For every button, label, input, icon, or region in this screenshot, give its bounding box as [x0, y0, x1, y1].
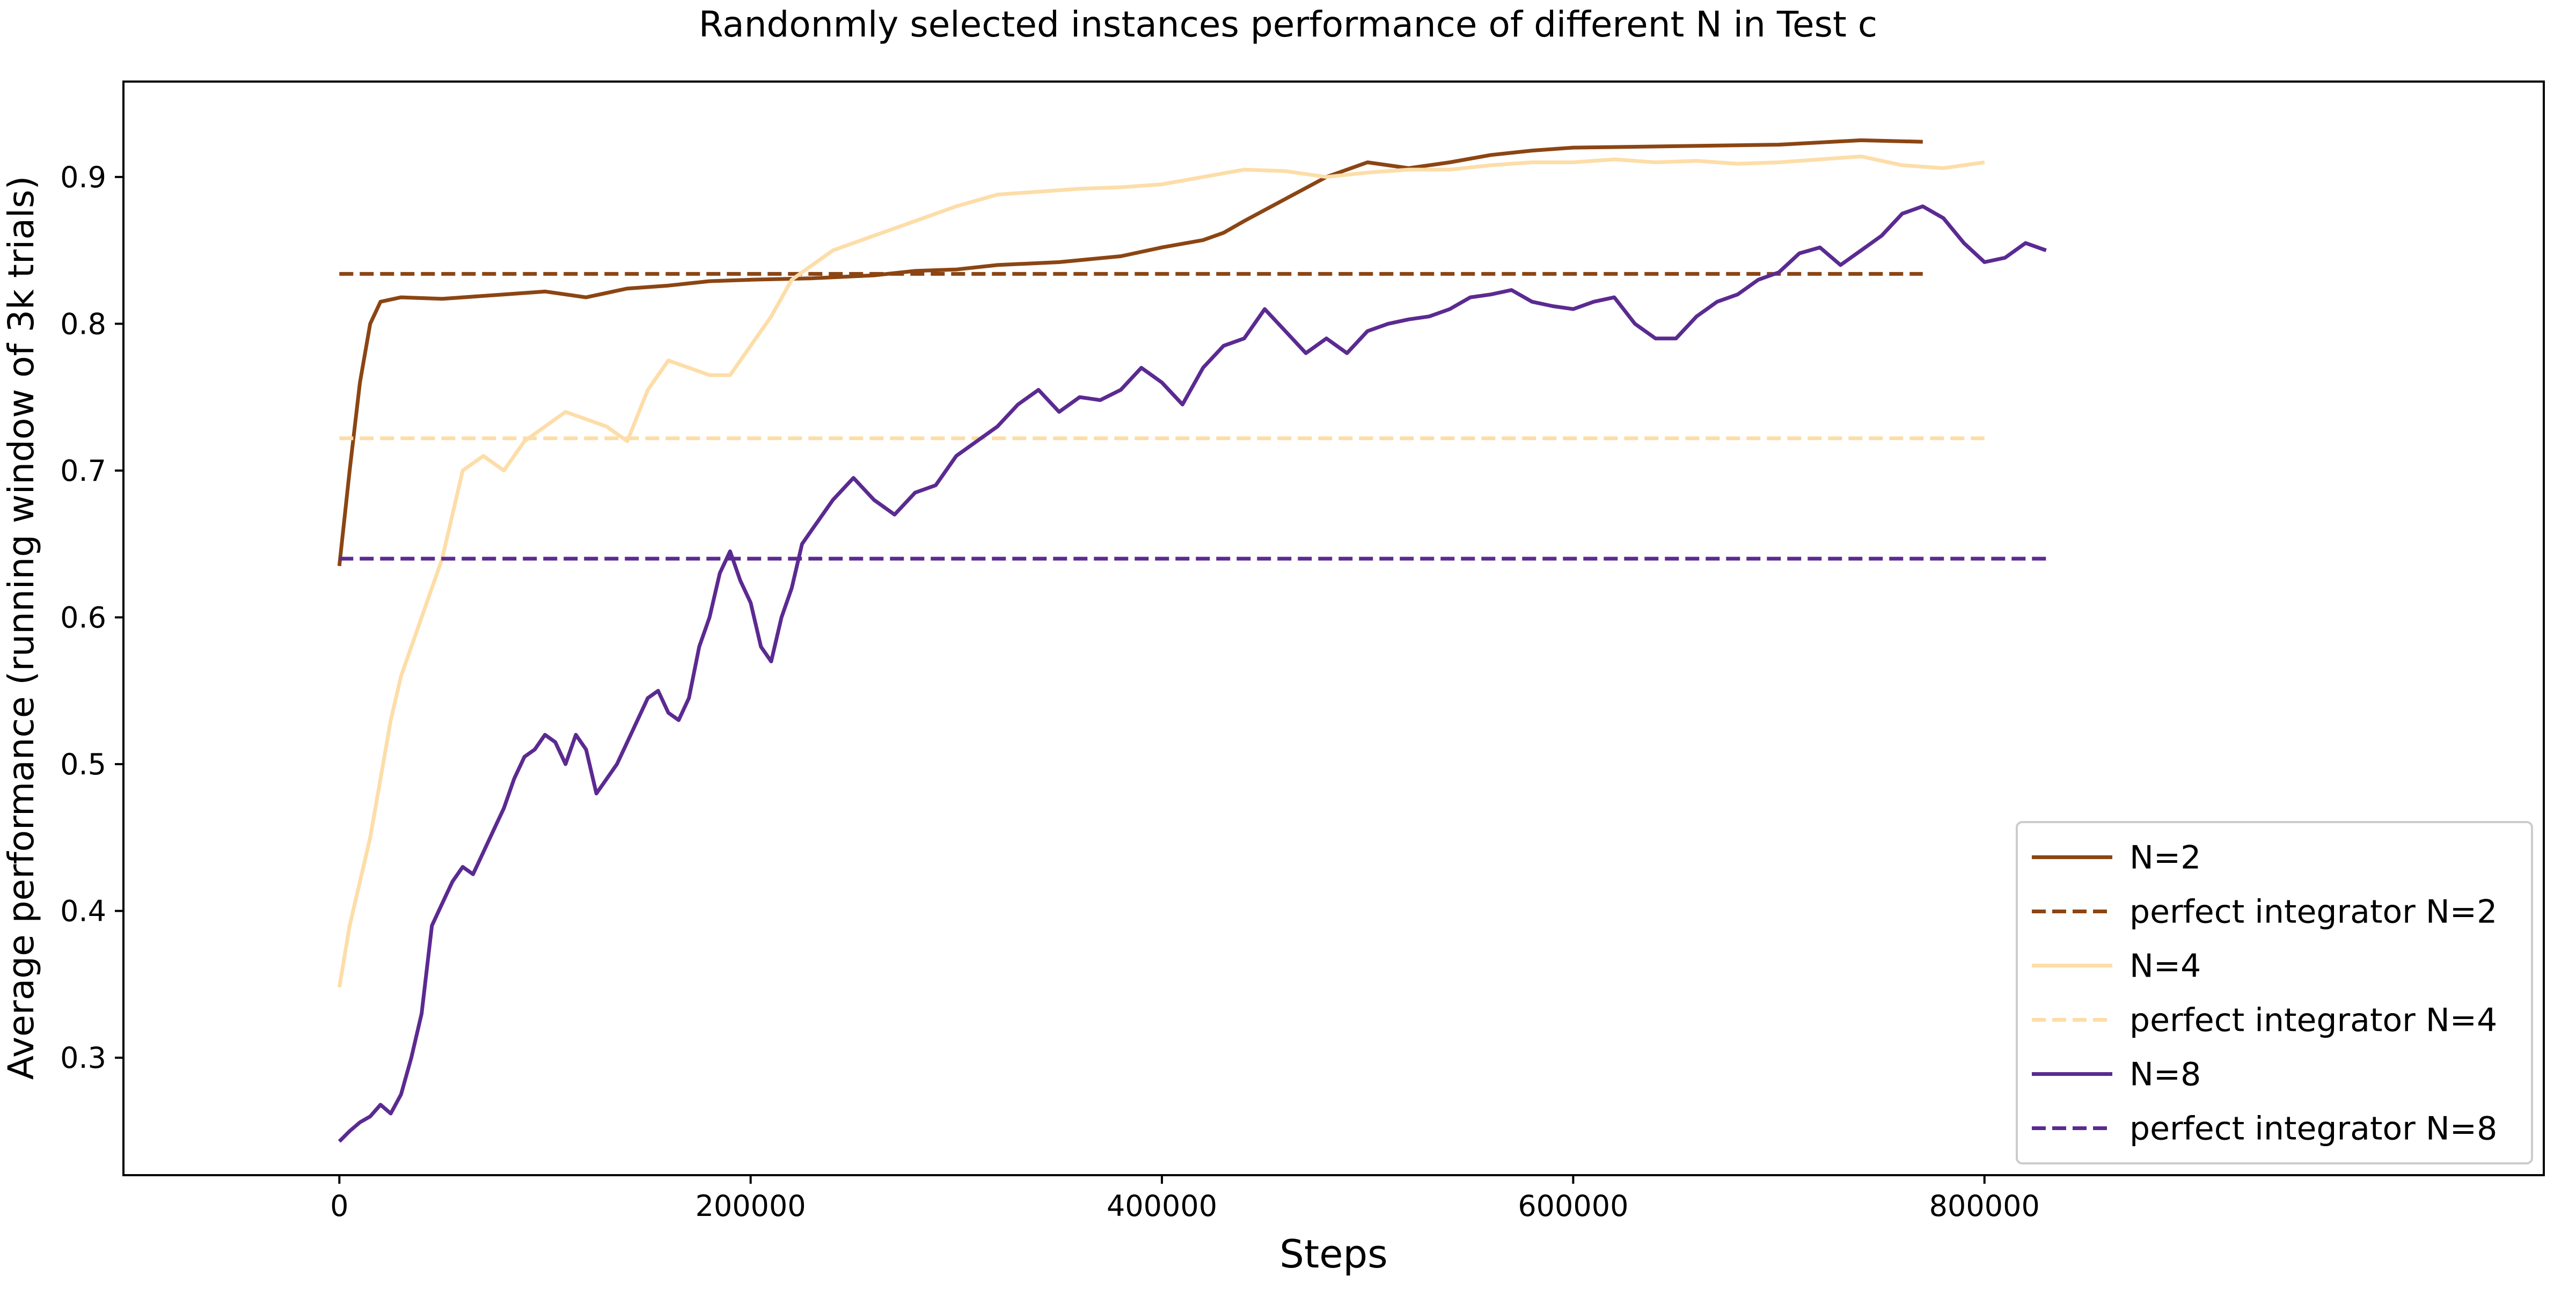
chart-title: Randonmly selected instances performance…	[699, 4, 1877, 45]
series-line-0	[337, 138, 1923, 567]
x-tick-label: 800000	[1929, 1189, 2040, 1223]
legend-label: perfect integrator N=4	[2129, 1002, 2497, 1039]
legend-label: N=4	[2129, 948, 2201, 985]
y-tick-label: 0.4	[60, 895, 106, 928]
x-tick-label: 200000	[696, 1189, 806, 1223]
y-axis-label: Average performance (running window of 3…	[1, 176, 42, 1080]
x-tick-label: 600000	[1518, 1189, 1628, 1223]
legend-label: perfect integrator N=8	[2129, 1110, 2497, 1148]
y-tick-label: 0.6	[60, 600, 106, 634]
legend-box	[2016, 821, 2533, 1164]
x-tick-label: 400000	[1107, 1189, 1217, 1223]
legend-label: perfect integrator N=2	[2129, 893, 2497, 931]
x-axis: 0 200000 400000 600000 800000	[330, 1175, 2040, 1223]
legend-label: N=8	[2129, 1056, 2201, 1094]
series-line-4	[338, 204, 2047, 1143]
x-tick-label: 0	[330, 1189, 348, 1223]
legend-label: N=2	[2129, 839, 2201, 877]
y-tick-label: 0.8	[60, 307, 106, 341]
x-axis-label: Steps	[1279, 1232, 1387, 1277]
axes-frame	[122, 80, 2545, 1176]
y-tick-label: 0.9	[60, 160, 106, 194]
legend: N=2 perfect integrator N=2 N=4 perfect inte…	[2016, 821, 2533, 1164]
plot-area	[337, 138, 2047, 1143]
y-axis: 0.3 0.4 0.5 0.6 0.7 0.8 0.9	[60, 160, 123, 1075]
y-tick-label: 0.3	[60, 1041, 106, 1075]
series-line-2	[337, 155, 1985, 988]
y-tick-label: 0.7	[60, 454, 106, 488]
y-tick-label: 0.5	[60, 747, 106, 781]
